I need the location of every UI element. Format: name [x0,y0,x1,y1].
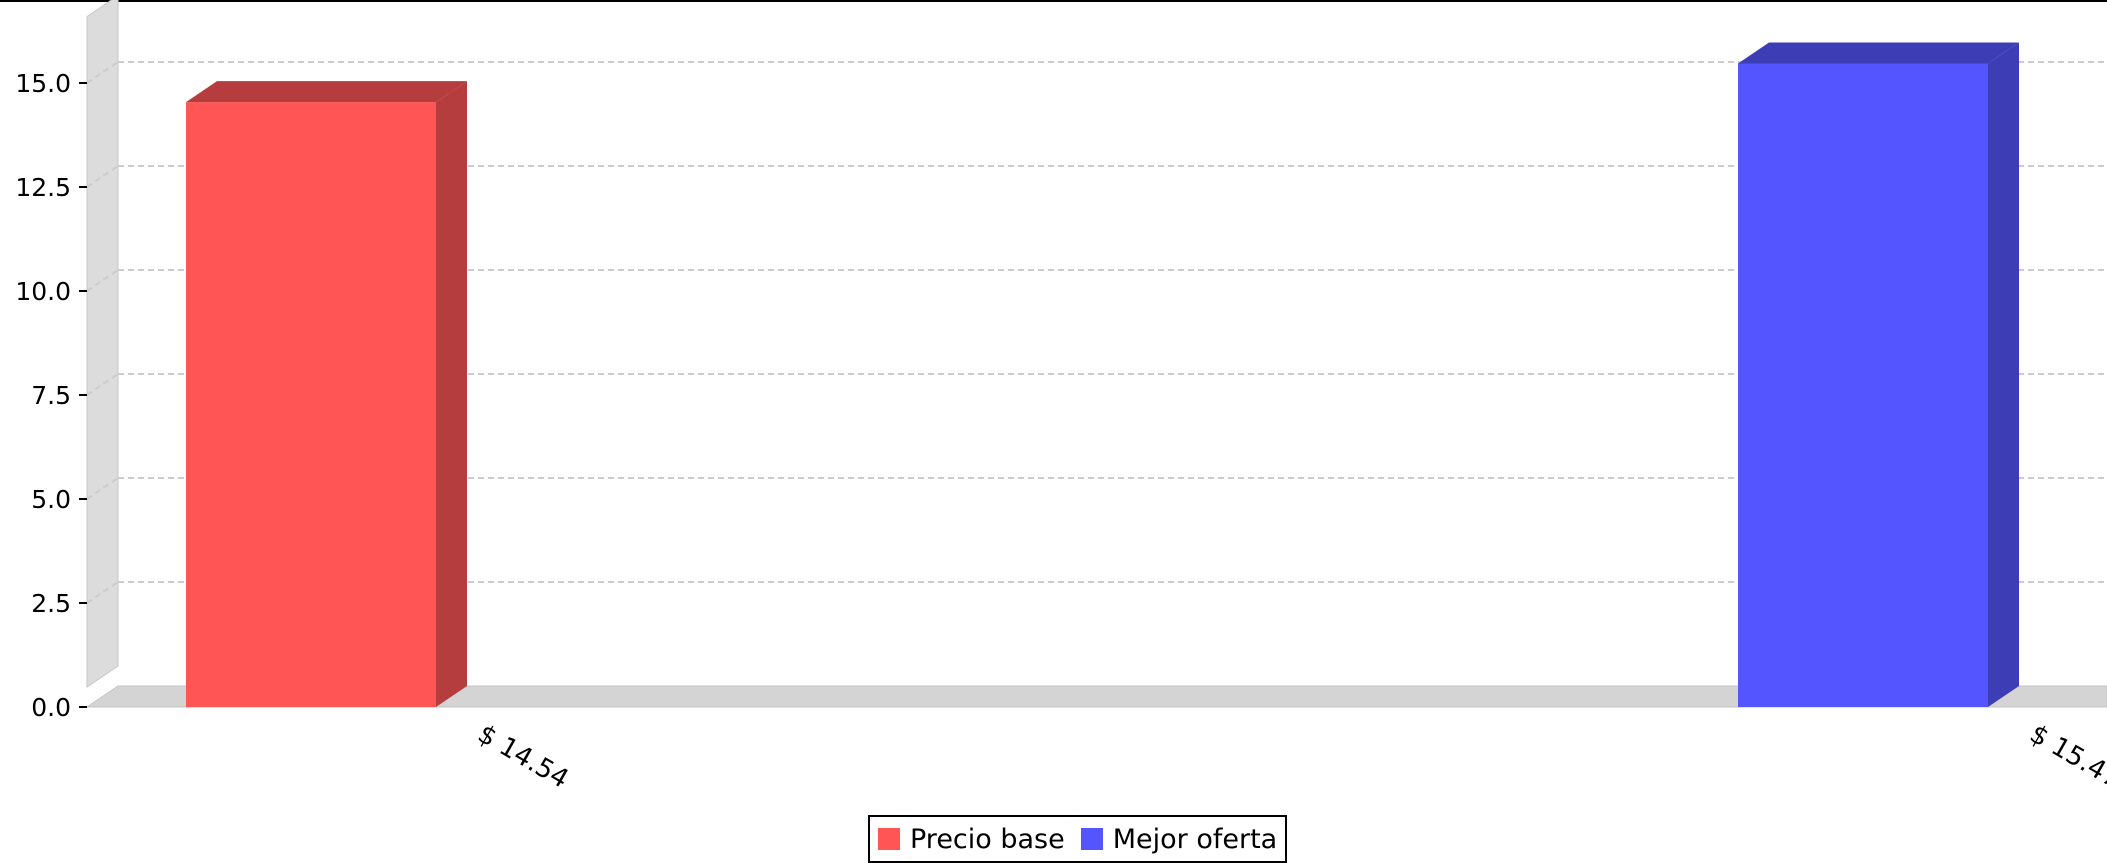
legend-swatch-precio-base [878,828,900,850]
legend-label-mejor-oferta: Mejor oferta [1112,823,1278,855]
bar-top [186,81,467,103]
bar-top [1738,42,2019,64]
floor [85,685,2107,708]
chart-bars [186,42,2019,708]
y-tick-label: 12.5 [15,173,71,202]
bar-side [1988,42,2019,708]
chart-legend: Precio base Mejor oferta [868,815,1288,863]
y-tick-label: 0.0 [31,693,71,722]
y-tick-label: 10.0 [15,277,71,306]
top-border [0,0,2107,2]
legend-swatch-mejor-oferta [1080,828,1103,850]
gridline-wall [86,477,119,500]
bar-side [436,81,467,708]
chart-labels: $ 14.54 $ 15.47 [473,719,2107,795]
y-tick-label: 15.0 [15,69,71,98]
bar-front [186,102,436,708]
gridline-wall [86,165,119,188]
gridline-wall [86,269,119,292]
bar-front [1738,63,1988,707]
gridline-wall [86,581,119,604]
left-wall [86,0,119,688]
gridline-wall [86,61,119,84]
y-tick-label: 7.5 [31,381,71,410]
x-category-label: $ 14.54 [473,719,574,795]
legend-label-precio-base: Precio base [910,823,1065,855]
y-tick-label: 2.5 [31,589,71,618]
legend-item-mejor-oferta: Mejor oferta [1080,823,1278,855]
gridline-wall [86,373,119,396]
y-tick-label: 5.0 [31,485,71,514]
legend-item-precio-base: Precio base [878,824,1065,855]
x-category-label: $ 15.47 [2025,719,2107,795]
